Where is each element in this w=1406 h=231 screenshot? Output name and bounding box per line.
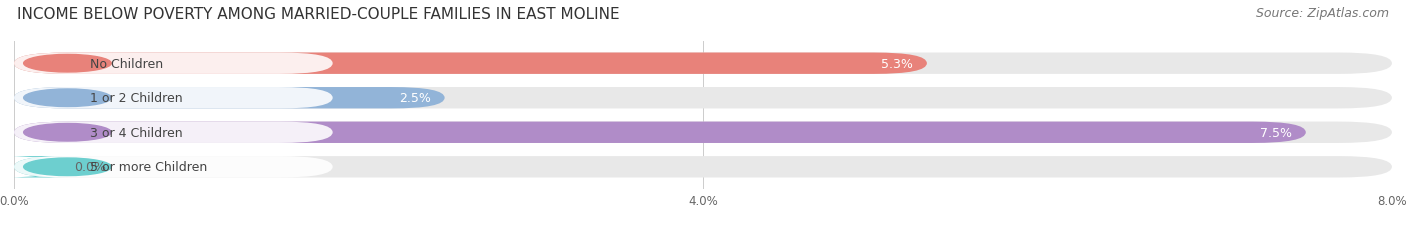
FancyBboxPatch shape (14, 88, 444, 109)
Text: 7.5%: 7.5% (1260, 126, 1292, 139)
Circle shape (24, 124, 111, 141)
FancyBboxPatch shape (14, 53, 927, 75)
FancyBboxPatch shape (14, 88, 1392, 109)
Text: 5 or more Children: 5 or more Children (90, 161, 207, 173)
FancyBboxPatch shape (14, 53, 333, 75)
Text: 3 or 4 Children: 3 or 4 Children (90, 126, 183, 139)
Text: 0.0%: 0.0% (75, 161, 107, 173)
Text: 5.3%: 5.3% (882, 58, 912, 70)
FancyBboxPatch shape (14, 156, 1392, 178)
Text: Source: ZipAtlas.com: Source: ZipAtlas.com (1256, 7, 1389, 20)
FancyBboxPatch shape (14, 122, 333, 143)
Text: 2.5%: 2.5% (399, 92, 430, 105)
Circle shape (24, 90, 111, 107)
FancyBboxPatch shape (14, 122, 1306, 143)
FancyBboxPatch shape (14, 88, 333, 109)
Circle shape (24, 158, 111, 176)
Circle shape (24, 55, 111, 73)
FancyBboxPatch shape (14, 156, 333, 178)
FancyBboxPatch shape (14, 122, 1392, 143)
Text: INCOME BELOW POVERTY AMONG MARRIED-COUPLE FAMILIES IN EAST MOLINE: INCOME BELOW POVERTY AMONG MARRIED-COUPL… (17, 7, 620, 22)
Text: No Children: No Children (90, 58, 163, 70)
FancyBboxPatch shape (14, 53, 1392, 75)
FancyBboxPatch shape (4, 156, 67, 178)
Text: 1 or 2 Children: 1 or 2 Children (90, 92, 183, 105)
